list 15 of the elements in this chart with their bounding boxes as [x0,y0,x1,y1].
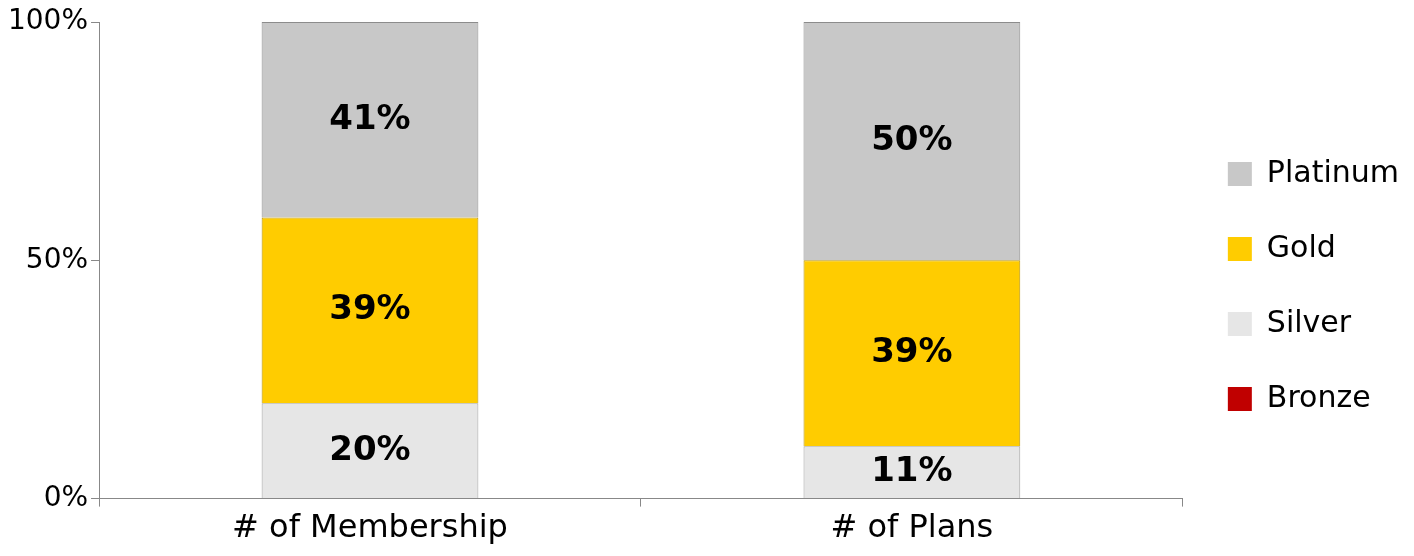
legend-label: Bronze [1266,378,1371,414]
y-tick-label: 100% [7,3,89,37]
data-label: 20% [329,427,411,468]
data-label: 39% [329,287,411,328]
legend-label: Platinum [1266,153,1400,189]
y-tick-label: 50% [25,241,89,275]
x-tick-label: # of Membership [232,507,508,546]
data-label: 41% [329,96,411,137]
data-label: 39% [871,330,953,371]
data-label: 50% [871,117,953,158]
legend-label: Gold [1266,228,1336,264]
legend-label: Silver [1266,303,1352,339]
y-tick-label: 0% [43,479,89,513]
data-label: 11% [871,448,953,489]
x-tick-label: # of Plans [830,507,994,546]
